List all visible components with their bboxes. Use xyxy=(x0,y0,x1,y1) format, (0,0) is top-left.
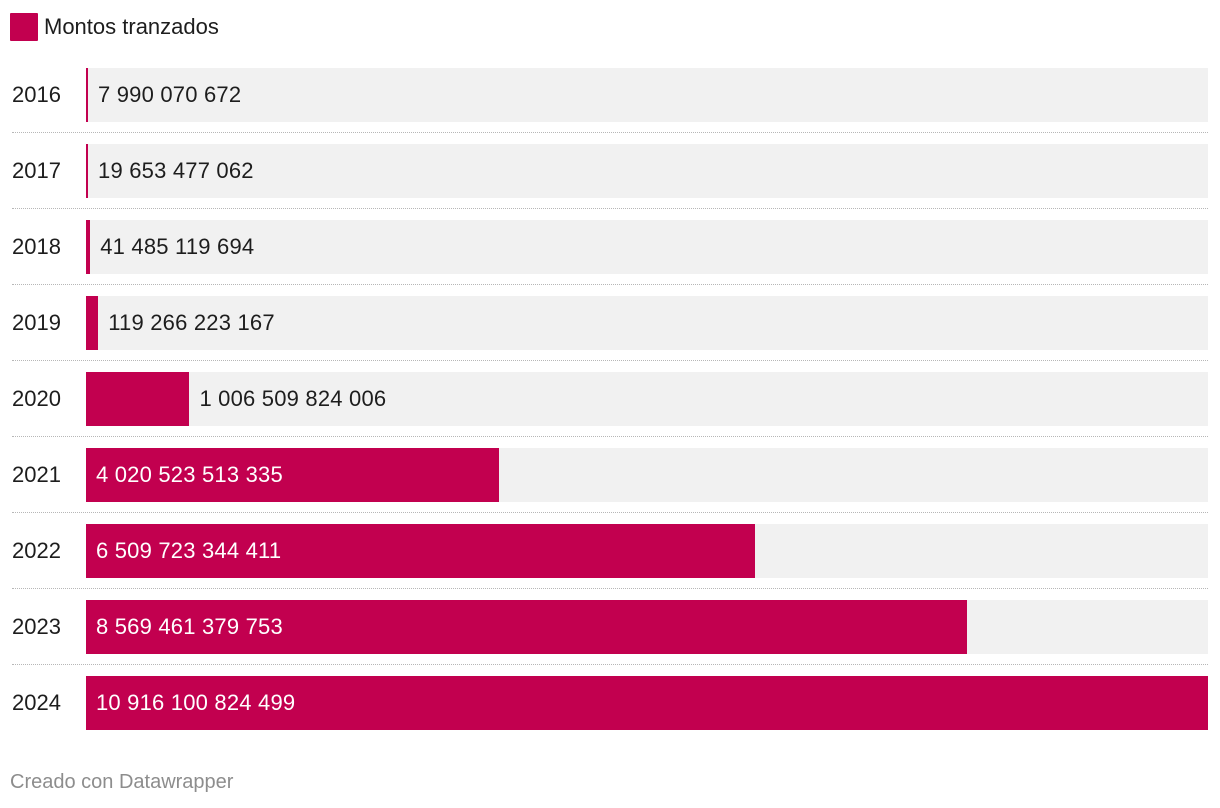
row-separator xyxy=(12,512,1208,513)
bar-track: 1 006 509 824 006 xyxy=(86,372,1208,426)
category-label: 2016 xyxy=(12,82,61,107)
bar-2022 xyxy=(86,524,756,578)
value-label: 7 990 070 672 xyxy=(98,82,242,107)
category-label: 2019 xyxy=(12,310,61,335)
value-label: 4 020 523 513 335 xyxy=(96,462,283,487)
row-separator xyxy=(12,208,1208,209)
bar-2016 xyxy=(86,68,88,122)
bar-row-2018: 2018 41 485 119 694 xyxy=(0,210,1220,286)
row-separator xyxy=(12,664,1208,665)
row-separator xyxy=(12,360,1208,361)
category-label: 2020 xyxy=(12,386,61,411)
row-separator xyxy=(12,132,1208,133)
category-label: 2018 xyxy=(12,234,61,259)
legend: Montos tranzados xyxy=(10,12,219,42)
footer-credit: Creado con Datawrapper xyxy=(10,771,234,793)
row-separator xyxy=(12,284,1208,285)
row-separator xyxy=(12,588,1208,589)
bar-2019 xyxy=(86,296,99,350)
bar-row-2016: 2016 7 990 070 672 xyxy=(0,58,1220,134)
row-separator xyxy=(12,436,1208,437)
bar-row-2021: 2021 4 020 523 513 335 xyxy=(0,438,1220,514)
bar-track: 10 916 100 824 499 xyxy=(86,676,1208,730)
value-label: 6 509 723 344 411 xyxy=(96,538,282,563)
bar-track: 8 569 461 379 753 xyxy=(86,600,1208,654)
category-label: 2023 xyxy=(12,614,61,639)
bar-track: 6 509 723 344 411 xyxy=(86,524,1208,578)
category-label: 2017 xyxy=(12,158,61,183)
legend-swatch xyxy=(10,13,38,41)
category-label: 2024 xyxy=(12,690,61,715)
bar-chart: 2016 7 990 070 672 2017 19 653 477 062 2018 4… xyxy=(0,58,1220,738)
value-label: 10 916 100 824 499 xyxy=(96,690,296,715)
value-label: 41 485 119 694 xyxy=(100,234,255,259)
bar-2024 xyxy=(86,676,1208,730)
value-label: 119 266 223 167 xyxy=(108,310,275,335)
legend-label: Montos tranzados xyxy=(44,14,219,39)
category-label: 2022 xyxy=(12,538,61,563)
bar-track: 119 266 223 167 xyxy=(86,296,1208,350)
bar-2018 xyxy=(86,220,91,274)
bar-2020 xyxy=(86,372,190,426)
category-label: 2021 xyxy=(12,462,61,487)
bar-2021 xyxy=(86,448,500,502)
bar-row-2019: 2019 119 266 223 167 xyxy=(0,286,1220,362)
value-label: 8 569 461 379 753 xyxy=(96,614,283,639)
bar-track: 7 990 070 672 xyxy=(86,68,1208,122)
bar-track: 4 020 523 513 335 xyxy=(86,448,1208,502)
bar-row-2022: 2022 6 509 723 344 411 xyxy=(0,514,1220,590)
value-label: 19 653 477 062 xyxy=(98,158,254,183)
bar-row-2020: 2020 1 006 509 824 006 xyxy=(0,362,1220,438)
bar-2023 xyxy=(86,600,967,654)
bar-track: 19 653 477 062 xyxy=(86,144,1208,198)
bar-2017 xyxy=(86,144,89,198)
bar-track: 41 485 119 694 xyxy=(86,220,1208,274)
value-label: 1 006 509 824 006 xyxy=(199,386,387,411)
bar-row-2024: 2024 10 916 100 824 499 xyxy=(0,666,1220,742)
bar-row-2017: 2017 19 653 477 062 xyxy=(0,134,1220,210)
bar-row-2023: 2023 8 569 461 379 753 xyxy=(0,590,1220,666)
